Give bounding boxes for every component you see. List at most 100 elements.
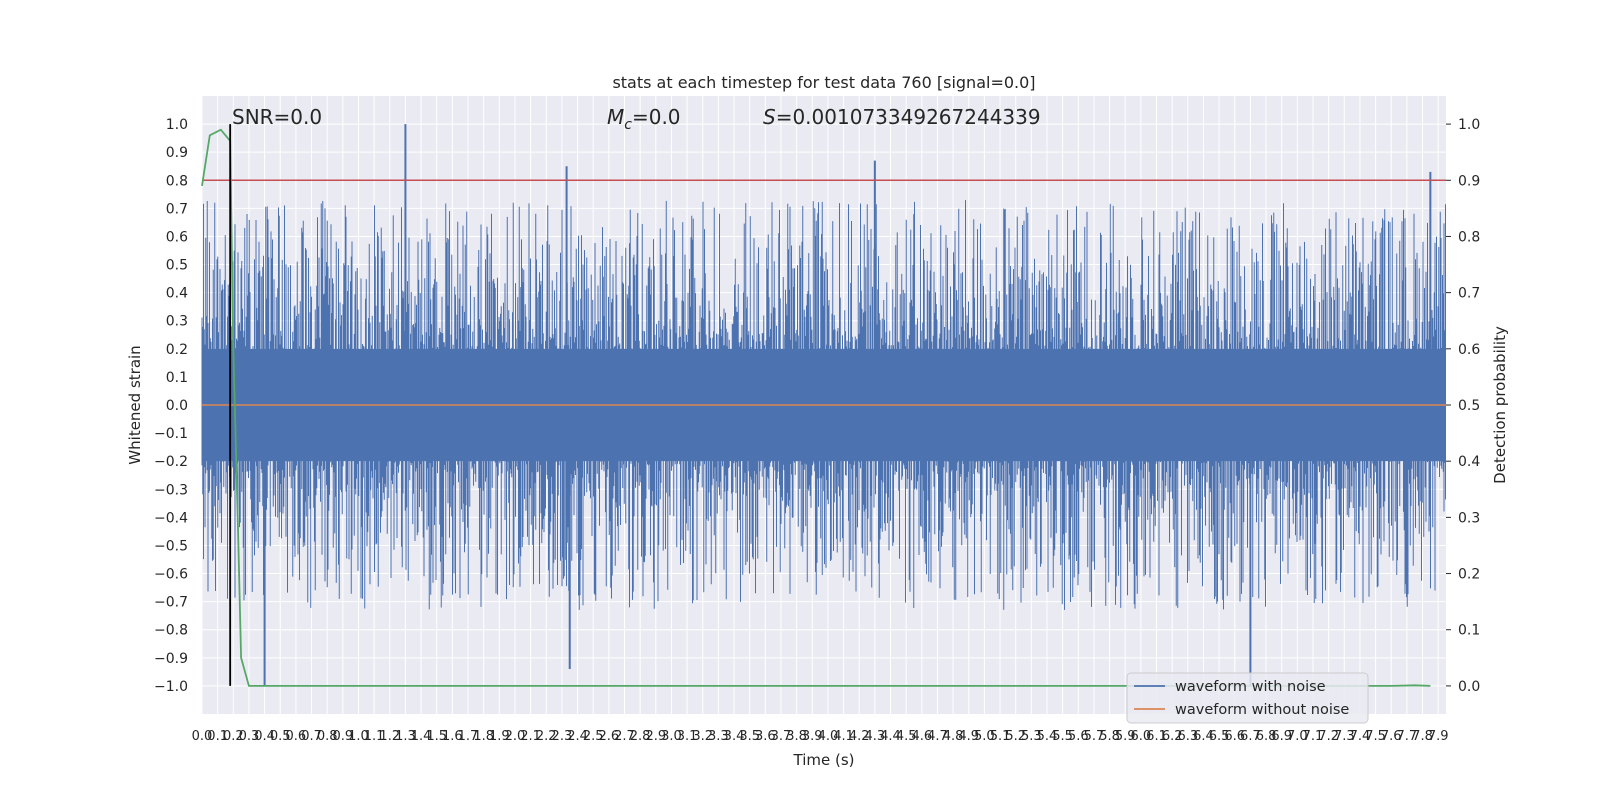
- legend: waveform with noise waveform without noi…: [1126, 672, 1369, 724]
- x-tick-label: 2.0: [505, 729, 526, 744]
- x-tick-label: 1.0: [348, 729, 369, 744]
- s-annotation: S=0.001073349267244339: [763, 105, 1041, 129]
- y-tick-label-left: 0.7: [166, 201, 188, 217]
- x-tick-label: 3.4: [724, 729, 745, 744]
- y-tick-label-left: 0.0: [166, 398, 188, 414]
- legend-box: [1126, 672, 1369, 724]
- legend-label-noise: waveform with noise: [1175, 679, 1326, 695]
- x-tick-label: 2.2: [536, 729, 557, 744]
- x-tick-label: 0.2: [223, 729, 244, 744]
- x-tick-label: 7.8: [1412, 729, 1433, 744]
- x-tick-label: 5.2: [1005, 729, 1026, 744]
- x-tick-label: 7.4: [1350, 729, 1371, 744]
- x-tick-label: 7.7: [1397, 729, 1418, 744]
- x-tick-label: 0.7: [301, 729, 322, 744]
- y-tick-label-left: 0.1: [166, 370, 188, 386]
- y-tick-label-right: 0.5: [1458, 398, 1480, 414]
- y-tick-label-left: −0.7: [154, 595, 188, 611]
- x-tick-label: 5.4: [1037, 729, 1058, 744]
- x-tick-label: 3.0: [661, 729, 682, 744]
- y-tick-label-right: 0.1: [1458, 623, 1480, 639]
- y-tick-label-left: 0.6: [166, 229, 188, 245]
- y-tick-label-left: −0.2: [154, 454, 188, 470]
- y-axis-label-left: Whitened strain: [126, 345, 144, 464]
- x-tick-label: 6.7: [1240, 729, 1261, 744]
- x-tick-label: 4.5: [896, 729, 917, 744]
- y-tick-label-right: 1.0: [1458, 117, 1480, 133]
- x-tick-label: 6.6: [1224, 729, 1245, 744]
- x-tick-label: 5.1: [990, 729, 1011, 744]
- x-tick-label: 5.5: [1052, 729, 1073, 744]
- y-tick-label-left: 0.3: [166, 314, 188, 330]
- x-tick-label: 7.6: [1381, 729, 1402, 744]
- y-tick-label-left: 0.5: [166, 258, 188, 274]
- x-tick-label: 1.8: [473, 729, 494, 744]
- x-tick-label: 0.3: [239, 729, 260, 744]
- x-tick-label: 3.7: [771, 729, 792, 744]
- mc-subscript: c: [624, 117, 632, 133]
- x-tick-label: 7.3: [1334, 729, 1355, 744]
- y-tick-label-left: −0.4: [154, 510, 188, 526]
- x-tick-label: 5.0: [974, 729, 995, 744]
- y-tick-label-left: −0.8: [154, 623, 188, 639]
- x-tick-label: 1.4: [411, 729, 432, 744]
- x-tick-label: 2.7: [614, 729, 635, 744]
- x-tick-label: 2.1: [520, 729, 541, 744]
- s-value: =0.001073349267244339: [776, 105, 1041, 129]
- y-tick-label-left: −0.3: [154, 482, 188, 498]
- x-tick-label: 2.4: [567, 729, 588, 744]
- x-tick-label: 4.2: [849, 729, 870, 744]
- noise-trace: [201, 200, 1446, 610]
- x-tick-label: 1.9: [489, 729, 510, 744]
- x-tick-label: 5.6: [1068, 729, 1089, 744]
- y-tick-label-right: 0.0: [1458, 679, 1480, 695]
- x-tick-label: 7.5: [1365, 729, 1386, 744]
- y-tick-label-left: −0.9: [154, 651, 188, 667]
- y-tick-label-left: −0.1: [154, 426, 188, 442]
- chart-title: stats at each timestep for test data 760…: [612, 73, 1035, 92]
- x-tick-label: 2.9: [645, 729, 666, 744]
- x-tick-label: 7.9: [1428, 729, 1449, 744]
- y-tick-label-left: −1.0: [154, 679, 188, 695]
- x-tick-label: 4.7: [927, 729, 948, 744]
- snr-annotation: SNR=0.0: [232, 105, 322, 129]
- y-tick-label-right: 0.4: [1458, 454, 1480, 470]
- mc-value: =0.0: [632, 105, 681, 129]
- x-tick-label: 7.2: [1318, 729, 1339, 744]
- x-tick-label: 2.3: [552, 729, 573, 744]
- x-tick-label: 5.8: [1099, 729, 1120, 744]
- x-tick-label: 4.9: [958, 729, 979, 744]
- x-tick-label: 0.1: [207, 729, 228, 744]
- mc-annotation: Mc=0.0: [607, 105, 681, 133]
- x-tick-label: 0.5: [270, 729, 291, 744]
- x-tick-label: 3.5: [739, 729, 760, 744]
- x-tick-label: 2.5: [583, 729, 604, 744]
- y-tick-label-left: 0.8: [166, 173, 188, 189]
- x-tick-label: 3.3: [708, 729, 729, 744]
- y-tick-label-right: 0.9: [1458, 173, 1480, 189]
- legend-label-clean: waveform without noise: [1175, 702, 1349, 718]
- x-tick-label: 6.1: [1146, 729, 1167, 744]
- x-tick-label: 3.6: [755, 729, 776, 744]
- x-tick-label: 0.9: [332, 729, 353, 744]
- y-tick-label-left: −0.6: [154, 567, 188, 583]
- x-tick-label: 0.0: [192, 729, 213, 744]
- x-tick-label: 6.9: [1271, 729, 1292, 744]
- x-tick-label: 5.3: [1021, 729, 1042, 744]
- x-tick-label: 0.4: [254, 729, 275, 744]
- x-tick-label: 4.0: [818, 729, 839, 744]
- y-tick-label-left: 0.4: [166, 286, 188, 302]
- x-tick-label: 4.3: [865, 729, 886, 744]
- y-tick-label-right: 0.7: [1458, 286, 1480, 302]
- x-tick-label: 1.5: [426, 729, 447, 744]
- x-tick-label: 1.3: [395, 729, 416, 744]
- x-tick-label: 6.8: [1256, 729, 1277, 744]
- mc-symbol: M: [607, 105, 624, 129]
- x-axis: 0.00.10.20.30.40.50.60.70.80.91.01.11.21…: [192, 729, 1449, 744]
- y-axis-label-right: Detection probability: [1491, 326, 1509, 484]
- y-tick-label-left: 0.9: [166, 145, 188, 161]
- y-tick-label-left: 0.2: [166, 342, 188, 358]
- x-tick-label: 1.7: [458, 729, 479, 744]
- x-tick-label: 3.8: [786, 729, 807, 744]
